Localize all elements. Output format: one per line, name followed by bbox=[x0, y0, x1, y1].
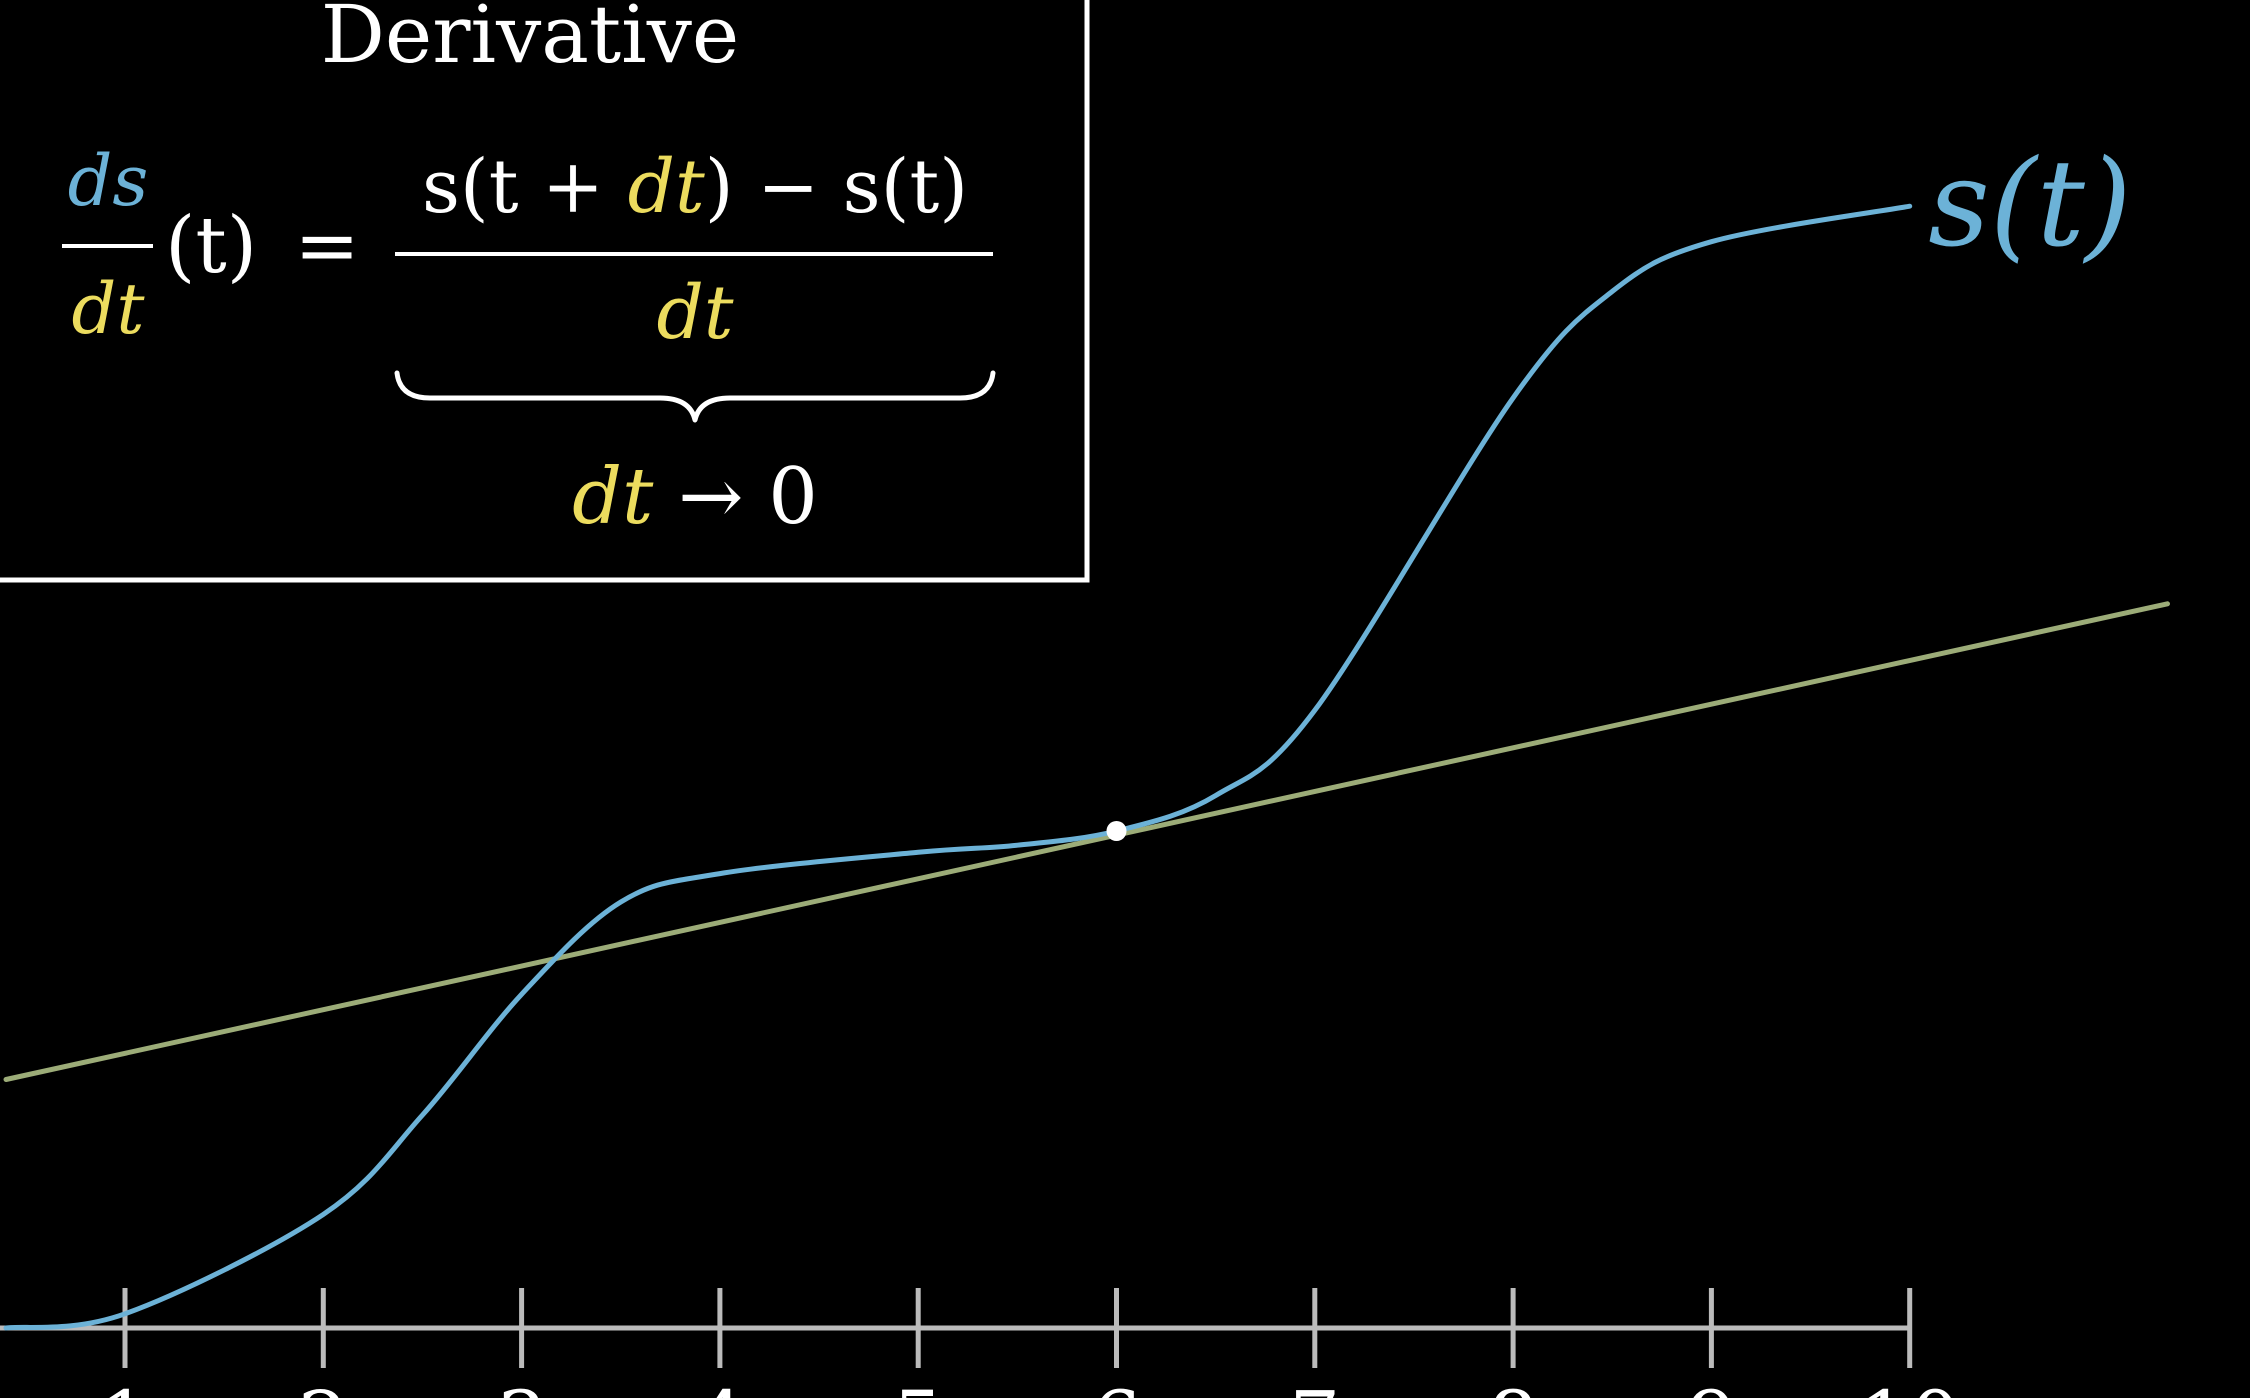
rhs-denominator: dt bbox=[656, 270, 733, 356]
lhs-numerator: ds bbox=[68, 140, 149, 222]
axis-tick-label: 7 bbox=[1289, 1374, 1340, 1398]
highlight-point-group bbox=[1106, 821, 1127, 841]
highlight-point bbox=[1106, 821, 1127, 841]
axis-tick-label: 1 bbox=[100, 1374, 151, 1398]
equals-sign: = bbox=[294, 201, 359, 291]
definition-box: Derivative ds dt (t) = s(t + dt) − s(t) … bbox=[0, 0, 1090, 583]
curve-group bbox=[3, 203, 1913, 1331]
axis-tick-label: 6 bbox=[1091, 1374, 1142, 1398]
axis-tick-label: 10 bbox=[1859, 1374, 1961, 1398]
rhs-numerator-part2: ) − s(t) bbox=[705, 144, 968, 230]
axis-tick-label: 9 bbox=[1686, 1374, 1737, 1398]
axis-tick-label: 5 bbox=[893, 1374, 944, 1398]
rhs-numerator: s(t + dt) − s(t) bbox=[422, 144, 968, 230]
axis-tick-label: 4 bbox=[694, 1374, 745, 1398]
axis-tick-label: 8 bbox=[1488, 1374, 1539, 1398]
axis-tick-label: 3 bbox=[496, 1374, 547, 1398]
limit-arrow-zero: → 0 bbox=[653, 452, 818, 542]
curve-label: s(t) bbox=[1928, 135, 2131, 274]
rhs-numerator-dt: dt bbox=[628, 144, 705, 230]
limit-expression: dt → 0 bbox=[572, 452, 818, 542]
axis-tick-label: 2 bbox=[298, 1374, 349, 1398]
tangent-line-group bbox=[3, 601, 2170, 1082]
definition-title: Derivative bbox=[321, 0, 739, 81]
limit-dt: dt bbox=[572, 452, 654, 542]
tangent-line bbox=[3, 601, 2170, 1082]
rhs-numerator-part1: s(t + bbox=[422, 144, 628, 230]
lhs-denominator: dt bbox=[72, 268, 146, 350]
underbrace bbox=[394, 370, 996, 423]
curve-s-of-t bbox=[3, 203, 1913, 1331]
definition-box-frame bbox=[0, 0, 1090, 583]
lhs-argument: (t) bbox=[165, 201, 257, 291]
time-axis: 1 2 3 4 5 6 7 8 9 10 bbox=[0, 1288, 1961, 1398]
